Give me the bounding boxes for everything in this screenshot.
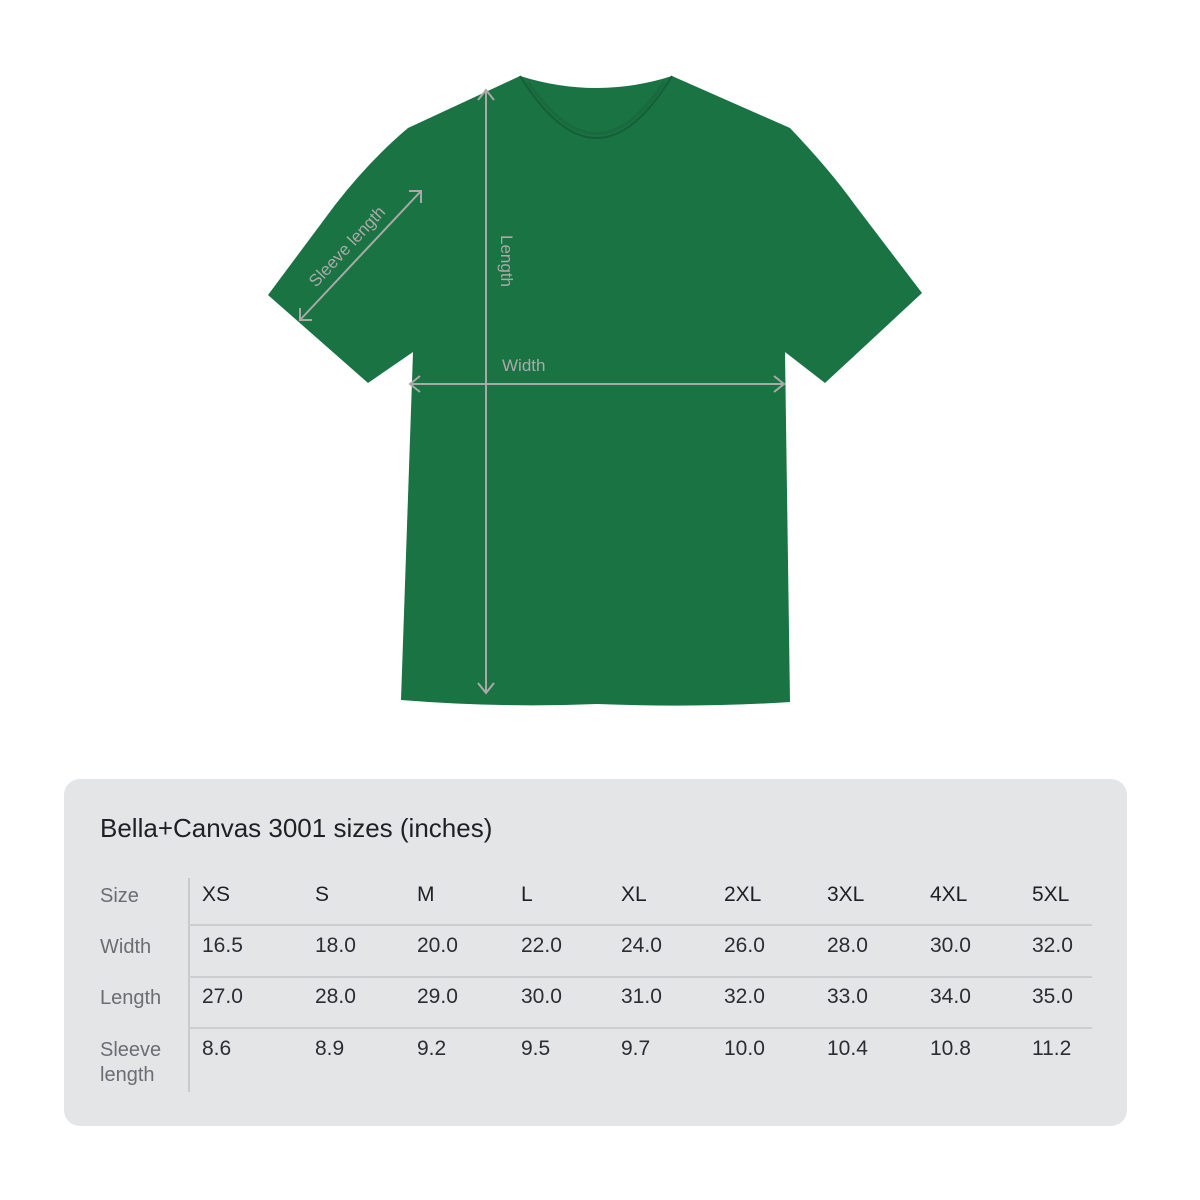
size-header: L	[521, 883, 533, 906]
row-label-size: Size	[100, 885, 139, 907]
table-cell: 10.0	[724, 1037, 765, 1060]
table-cell: 29.0	[417, 985, 458, 1008]
size-header: 4XL	[930, 883, 968, 906]
measure-lines	[299, 88, 786, 695]
table-cell: 33.0	[827, 985, 868, 1008]
table-cell: 9.7	[621, 1037, 651, 1060]
size-header: 5XL	[1032, 883, 1070, 906]
table-cell: 26.0	[724, 934, 765, 957]
column-divider	[188, 878, 190, 1092]
size-chart-panel: Bella+Canvas 3001 sizes (inches) Size XS S…	[64, 779, 1127, 1126]
tshirt-illustration: Length Width Sleeve length	[268, 75, 922, 706]
size-header: 3XL	[827, 883, 865, 906]
table-cell: 16.5	[202, 934, 243, 957]
table-cell: 32.0	[724, 985, 765, 1008]
table-cell: 31.0	[621, 985, 662, 1008]
sleeve-arrow	[299, 190, 422, 321]
size-header: S	[315, 883, 330, 906]
table-cell: 24.0	[621, 934, 662, 957]
table-cell: 9.5	[521, 1037, 551, 1060]
table-cell: 10.4	[827, 1037, 868, 1060]
size-header: XL	[621, 883, 647, 906]
collar-inner	[526, 81, 666, 135]
table-cell: 8.6	[202, 1037, 232, 1060]
size-header: 2XL	[724, 883, 762, 906]
table-cell: 34.0	[930, 985, 971, 1008]
size-header: XS	[202, 883, 231, 906]
tshirt-body	[268, 76, 922, 706]
table-cell: 35.0	[1032, 985, 1073, 1008]
table-cell: 27.0	[202, 985, 243, 1008]
length-label: Length	[497, 235, 516, 287]
table-cell: 22.0	[521, 934, 562, 957]
size-chart-title: Bella+Canvas 3001 sizes (inches)	[100, 813, 493, 843]
table-cell: 10.8	[930, 1037, 971, 1060]
table-cell: 9.2	[417, 1037, 447, 1060]
table-cell: 32.0	[1032, 934, 1073, 957]
collar	[519, 75, 673, 139]
table-cell: 18.0	[315, 934, 356, 957]
row-label-sleeve-length: Sleeve length	[100, 1039, 162, 1086]
row-divider	[189, 924, 1092, 926]
table-cell: 8.9	[315, 1037, 345, 1060]
table-cell: 30.0	[521, 985, 562, 1008]
table-cell: 28.0	[827, 934, 868, 957]
table-cell: 28.0	[315, 985, 356, 1008]
table-cell: 20.0	[417, 934, 458, 957]
width-label: Width	[502, 356, 545, 375]
size-header: M	[417, 883, 435, 906]
row-label-length: Length	[100, 987, 162, 1009]
row-divider	[189, 976, 1092, 978]
row-label-width: Width	[100, 936, 152, 958]
table-cell: 30.0	[930, 934, 971, 957]
table-cell: 11.2	[1032, 1037, 1072, 1060]
row-divider	[189, 1027, 1092, 1029]
